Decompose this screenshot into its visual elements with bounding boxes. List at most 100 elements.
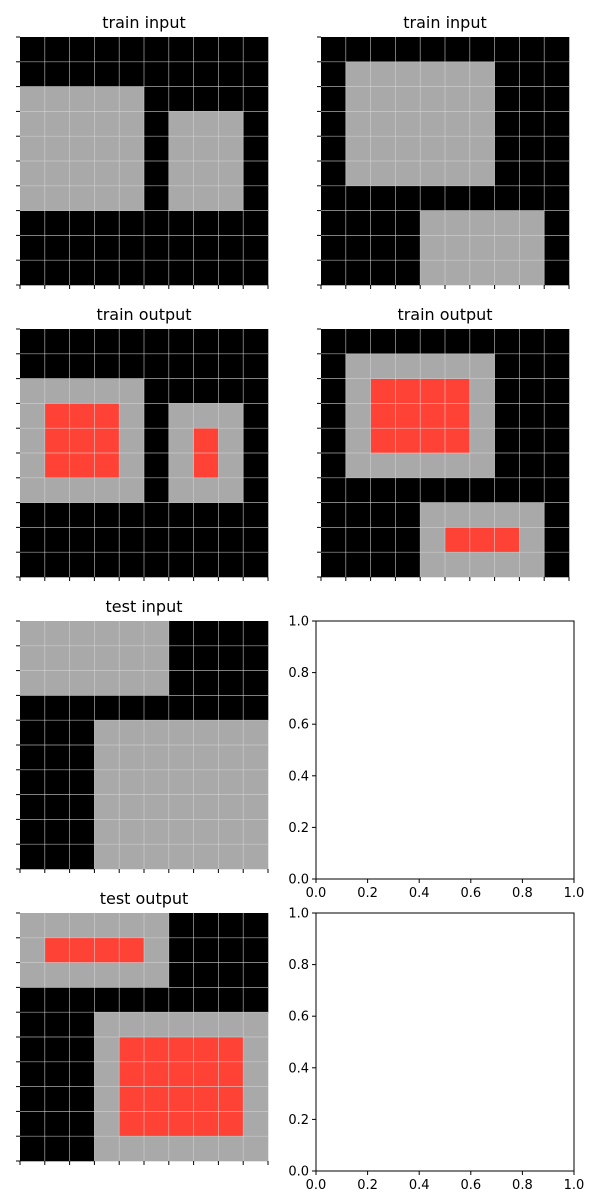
grid-cell <box>420 552 446 578</box>
grid-cell <box>44 477 70 503</box>
grid-cell <box>94 37 120 63</box>
grid-cell <box>395 502 421 528</box>
grid-cell <box>144 1061 170 1087</box>
grid-cell <box>420 428 446 454</box>
panel-title: train output <box>96 305 191 324</box>
grid-cell <box>144 111 170 137</box>
grid-cell <box>321 353 347 379</box>
grid-cell <box>69 1037 95 1063</box>
grid-cell <box>20 502 46 528</box>
grid-cell <box>44 403 70 429</box>
grid-cell <box>420 86 446 112</box>
grid-cell <box>168 1037 194 1063</box>
grid-cell <box>94 819 120 845</box>
grid-cell <box>94 621 120 647</box>
grid-cell <box>69 552 95 578</box>
panel-3: train output <box>16 305 269 581</box>
grid-cell <box>44 260 70 286</box>
grid-cell <box>119 111 145 137</box>
grid-cell <box>20 428 46 454</box>
grid-cell <box>119 1136 145 1162</box>
grid-cell <box>119 453 145 479</box>
grid-cell <box>94 235 120 261</box>
grid-cell <box>168 185 194 211</box>
grid-cell <box>544 552 570 578</box>
grid-cell <box>168 235 194 261</box>
grid-cell <box>345 235 371 261</box>
grid-cell <box>20 1037 46 1063</box>
grid-cell <box>144 621 170 647</box>
grid-cell <box>144 1136 170 1162</box>
grid-cell <box>370 552 396 578</box>
grid-cell <box>469 185 495 211</box>
grid-cell <box>193 502 219 528</box>
grid-cell <box>445 378 471 404</box>
grid-cell <box>94 745 120 771</box>
grid-cell <box>445 37 471 63</box>
grid-cell <box>193 819 219 845</box>
grid-cell <box>420 378 446 404</box>
grid-cell <box>395 210 421 236</box>
grid-cell <box>494 502 520 528</box>
grid-cell <box>144 745 170 771</box>
grid-cell <box>20 235 46 261</box>
grid-cell <box>69 428 95 454</box>
grid-cell <box>345 86 371 112</box>
grid-cell <box>494 61 520 87</box>
grid-cell <box>193 210 219 236</box>
grid-cell <box>144 428 170 454</box>
grid-cell <box>168 1086 194 1112</box>
grid-cell <box>420 329 446 355</box>
grid-cell <box>519 428 545 454</box>
grid-cell <box>420 185 446 211</box>
grid-cell <box>243 621 269 647</box>
panel-1: train input <box>16 13 269 289</box>
grid-cell <box>193 1037 219 1063</box>
grid-cell <box>494 260 520 286</box>
grid-cell <box>69 235 95 261</box>
grid-cell <box>544 403 570 429</box>
grid-cell <box>243 378 269 404</box>
grid-cell <box>94 161 120 187</box>
grid-cell <box>168 769 194 795</box>
grid-cell <box>243 937 269 963</box>
grid-cell <box>243 353 269 379</box>
grid-cell <box>69 844 95 870</box>
grid-cell <box>69 645 95 671</box>
grid-cell <box>243 1061 269 1087</box>
grid-cell <box>321 329 347 355</box>
grid-cell <box>144 260 170 286</box>
grid-cell <box>445 111 471 137</box>
grid-cell <box>44 962 70 988</box>
grid-cell <box>193 1061 219 1087</box>
grid-cell <box>168 913 194 939</box>
grid-cell <box>193 794 219 820</box>
panel-title: test output <box>100 889 189 908</box>
grid-cell <box>395 527 421 553</box>
grid-cell <box>144 378 170 404</box>
grid-cell <box>69 1012 95 1038</box>
grid-cell <box>218 1086 244 1112</box>
grid-cell <box>94 1111 120 1137</box>
grid-cell <box>519 329 545 355</box>
grid-cell <box>469 353 495 379</box>
grid-cell <box>218 1111 244 1137</box>
grid-cell <box>168 645 194 671</box>
grid-cell <box>119 670 145 696</box>
grid-cell <box>168 844 194 870</box>
grid-cell <box>445 161 471 187</box>
grid-cell <box>370 61 396 87</box>
grid-cell <box>370 210 396 236</box>
grid-cell <box>193 111 219 137</box>
grid-cell <box>445 403 471 429</box>
grid-cell <box>44 645 70 671</box>
grid-cell <box>544 235 570 261</box>
grid-cell <box>395 185 421 211</box>
grid-cell <box>469 453 495 479</box>
grid-cell <box>494 136 520 162</box>
grid-cell <box>218 552 244 578</box>
grid-cell <box>119 477 145 503</box>
y-tick-label: 1.0 <box>288 615 309 630</box>
grid-cell <box>370 136 396 162</box>
grid-cell <box>44 527 70 553</box>
